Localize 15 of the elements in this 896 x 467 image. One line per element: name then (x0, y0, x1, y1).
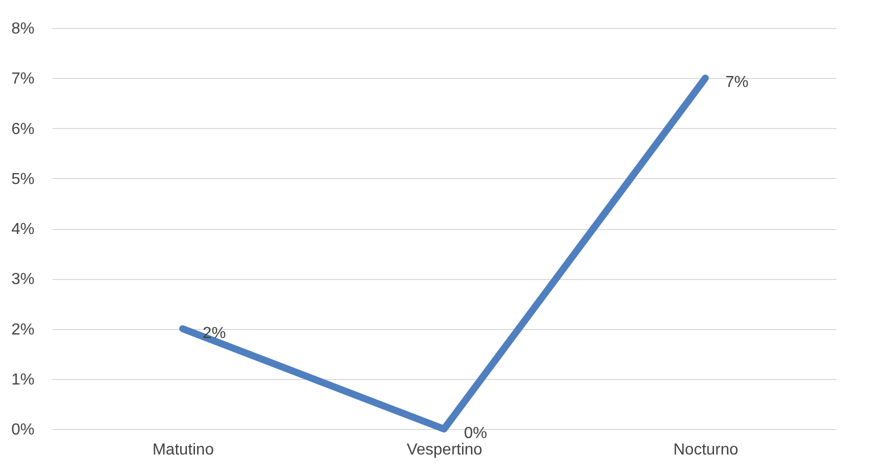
y-tick-label: 5% (11, 170, 34, 188)
y-tick-label: 0% (11, 422, 34, 438)
y-tick-label: 8% (11, 20, 34, 38)
x-tick-label: Nocturno (673, 442, 738, 458)
y-tick-label: 1% (11, 371, 34, 388)
data-label: 2% (202, 324, 226, 342)
x-tick-label: Vespertino (406, 442, 482, 458)
data-label: 7% (725, 74, 748, 92)
y-tick-label: 7% (11, 70, 34, 88)
y-tick-label: 3% (11, 271, 34, 288)
y-tick-label: 2% (11, 321, 34, 338)
x-tick-label: Matutino (152, 442, 214, 458)
data-label: 0% (464, 425, 488, 442)
y-tick-label: 4% (11, 221, 34, 238)
y-tick-label: 6% (11, 120, 34, 138)
